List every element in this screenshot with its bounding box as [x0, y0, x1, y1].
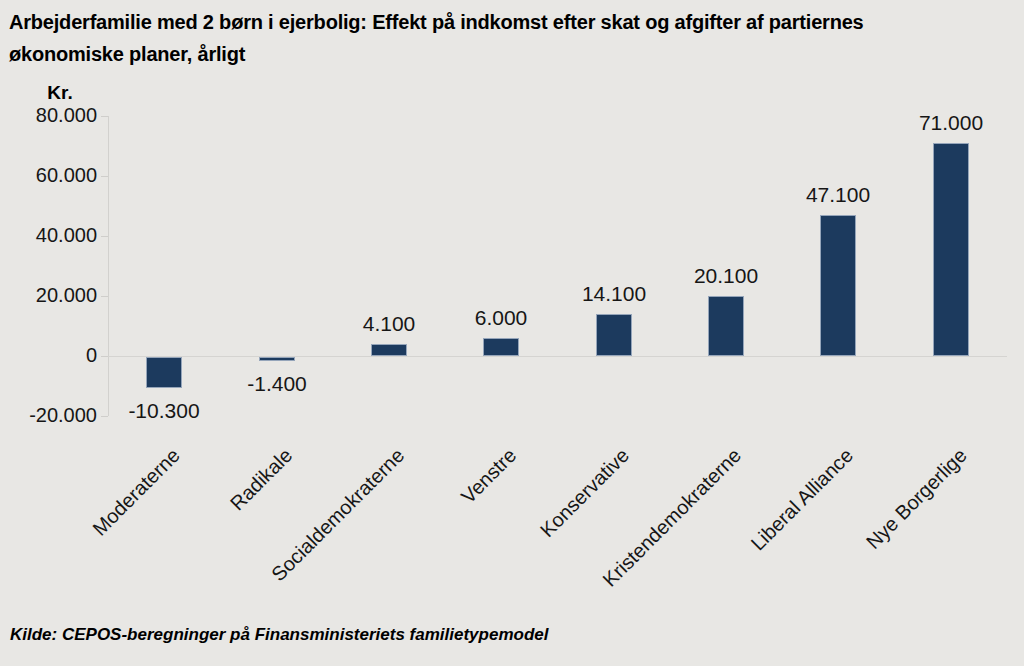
bar-value-label: 20.100: [651, 264, 801, 288]
y-tick-label: 0: [0, 344, 97, 367]
x-axis-label: Moderaterne: [88, 444, 184, 540]
y-tick-label: 40.000: [0, 224, 97, 247]
bar: [933, 143, 969, 356]
bar-value-label: 6.000: [426, 306, 576, 330]
y-axis-unit-label: Kr.: [30, 82, 90, 104]
bar: [708, 296, 744, 356]
bar-value-label: -10.300: [89, 399, 239, 423]
y-tick-label: 60.000: [0, 164, 97, 187]
y-tick-mark: [101, 356, 108, 357]
y-tick-mark: [101, 236, 108, 237]
x-axis-label: Nye Borgerlige: [861, 444, 971, 554]
y-tick-label: 20.000: [0, 284, 97, 307]
x-axis-label: Liberal Alliance: [747, 444, 858, 555]
bar-value-label: 71.000: [876, 111, 1024, 135]
bar: [146, 357, 182, 388]
bar: [483, 338, 519, 356]
chart-title-line-1: Arbejderfamilie med 2 børn i ejerbolig: …: [9, 6, 1017, 38]
bar: [259, 357, 295, 361]
source-note: Kilde: CEPOS-beregninger på Finansminist…: [10, 625, 548, 645]
bar: [371, 344, 407, 356]
y-tick-mark: [101, 296, 108, 297]
chart-canvas: Arbejderfamilie med 2 børn i ejerbolig: …: [0, 0, 1024, 666]
bar-value-label: 47.100: [763, 183, 913, 207]
y-tick-mark: [101, 176, 108, 177]
chart-title-line-2: økonomiske planer, årligt: [9, 38, 1017, 70]
x-axis-label: Konservative: [536, 444, 634, 542]
y-tick-label: -20.000: [0, 404, 97, 427]
y-tick-mark: [101, 116, 108, 117]
bar: [596, 314, 632, 356]
zero-line: [108, 356, 1007, 357]
y-tick-label: 80.000: [0, 104, 97, 127]
y-axis-line: [108, 116, 109, 416]
x-axis-label: Venstre: [457, 444, 521, 508]
chart-title: Arbejderfamilie med 2 børn i ejerbolig: …: [9, 6, 1017, 70]
x-axis-label: Radikale: [226, 444, 297, 515]
bar: [820, 215, 856, 356]
bar-value-label: -1.400: [202, 372, 352, 396]
